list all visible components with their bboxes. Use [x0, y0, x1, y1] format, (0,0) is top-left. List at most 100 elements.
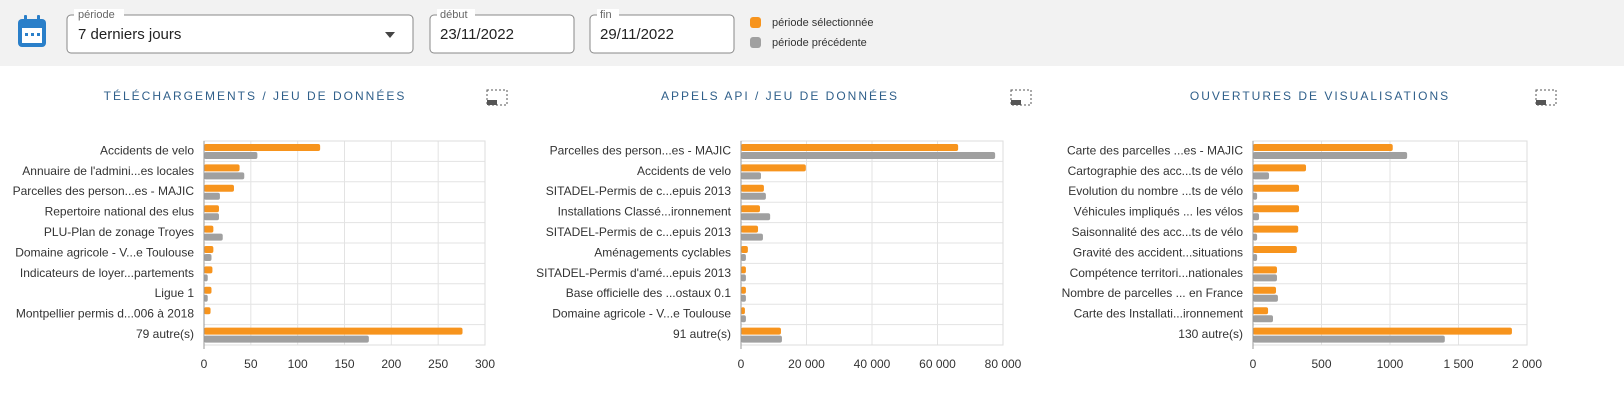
bar[interactable]	[1253, 164, 1307, 172]
bar[interactable]	[1253, 172, 1270, 180]
x-tick-label: 250	[428, 357, 448, 371]
bar[interactable]	[741, 254, 746, 261]
bar[interactable]	[204, 184, 234, 192]
start-value: 23/11/2022	[440, 26, 514, 43]
bar[interactable]	[741, 274, 746, 282]
x-tick-label: 1 500	[1443, 357, 1473, 371]
bar[interactable]	[741, 246, 748, 253]
bar[interactable]	[204, 307, 211, 315]
bar[interactable]	[1253, 335, 1445, 343]
bar[interactable]	[204, 274, 208, 282]
bar[interactable]	[1253, 274, 1277, 282]
y-tick-label: Evolution du nombre ...ts de vélo	[1068, 184, 1243, 198]
bar[interactable]	[204, 164, 240, 172]
x-tick-label: 1000	[1377, 357, 1404, 371]
expand-icon-bar	[487, 100, 497, 105]
bar[interactable]	[741, 233, 763, 241]
y-tick-label: Domaine agricole - V...e Toulouse	[15, 245, 194, 259]
bar[interactable]	[1253, 246, 1297, 253]
bar[interactable]	[204, 172, 245, 180]
bar[interactable]	[741, 164, 806, 172]
bar[interactable]	[1253, 205, 1300, 213]
x-tick-label: 200	[381, 357, 401, 371]
bar[interactable]	[204, 327, 463, 335]
y-tick-label: PLU-Plan de zonage Troyes	[44, 225, 194, 239]
bar[interactable]	[1253, 315, 1274, 323]
bar[interactable]	[1253, 294, 1278, 302]
x-tick-label: 0	[1250, 357, 1257, 371]
expand-icon-bar	[1011, 100, 1021, 105]
bar[interactable]	[1253, 144, 1393, 151]
bar[interactable]	[1253, 233, 1258, 241]
bar[interactable]	[741, 307, 745, 315]
bar[interactable]	[741, 205, 760, 213]
bar[interactable]	[204, 254, 212, 261]
y-tick-label: SITADEL-Permis d'amé...epuis 2013	[536, 266, 731, 280]
bar[interactable]	[204, 233, 223, 241]
x-tick-label: 60 000	[919, 357, 956, 371]
bar[interactable]	[741, 213, 771, 221]
bar[interactable]	[204, 335, 369, 343]
bar[interactable]	[1253, 192, 1258, 200]
bar[interactable]	[741, 152, 996, 159]
period-select[interactable]: période 7 derniers jours	[66, 9, 414, 54]
bar[interactable]	[1253, 254, 1258, 261]
bar[interactable]	[741, 172, 761, 180]
end-date[interactable]: fin 29/11/2022	[589, 9, 735, 54]
bar[interactable]	[204, 192, 220, 200]
bar[interactable]	[204, 266, 213, 274]
bar[interactable]	[741, 286, 746, 294]
bar[interactable]	[204, 213, 219, 221]
bar[interactable]	[741, 225, 759, 233]
bar[interactable]	[741, 294, 746, 302]
x-tick-label: 100	[288, 357, 308, 371]
bar[interactable]	[1253, 152, 1408, 159]
bar[interactable]	[741, 315, 746, 323]
bar[interactable]	[1253, 213, 1260, 221]
bar[interactable]	[204, 246, 214, 253]
bar[interactable]	[741, 184, 764, 192]
bar[interactable]	[741, 192, 766, 200]
bar[interactable]	[1253, 266, 1277, 274]
y-tick-label: Installations Classé...ironnement	[558, 205, 732, 219]
period-label: période	[78, 9, 115, 21]
y-tick-label: Gravité des accident...situations	[1073, 245, 1243, 259]
bar[interactable]	[204, 294, 208, 302]
x-tick-label: 20 000	[788, 357, 825, 371]
start-date[interactable]: début 23/11/2022	[429, 9, 575, 54]
x-tick-label: 500	[1311, 357, 1331, 371]
y-tick-label: Annuaire de l'admini...es locales	[22, 164, 194, 178]
y-tick-label: Véhicules impliqués ... les vélos	[1074, 205, 1243, 219]
bar[interactable]	[204, 225, 214, 233]
bar[interactable]	[1253, 307, 1269, 315]
x-tick-label: 150	[334, 357, 354, 371]
y-tick-label: Accidents de velo	[637, 164, 731, 178]
bar[interactable]	[204, 205, 219, 213]
y-tick-label: SITADEL-Permis de c...epuis 2013	[546, 225, 732, 239]
calendar-icon[interactable]	[18, 15, 46, 47]
x-tick-label: 80 000	[985, 357, 1022, 371]
bar[interactable]	[204, 144, 321, 151]
bar[interactable]	[204, 152, 258, 159]
y-tick-label: Parcelles des person...es - MAJIC	[13, 184, 195, 198]
bar[interactable]	[741, 144, 959, 151]
bar[interactable]	[204, 286, 212, 294]
bar[interactable]	[1253, 327, 1512, 335]
y-tick-label: Aménagements cyclables	[594, 245, 731, 259]
y-tick-label: 79 autre(s)	[136, 327, 194, 341]
bar[interactable]	[741, 327, 781, 335]
bar[interactable]	[741, 335, 782, 343]
y-tick-label: Parcelles des person...es - MAJIC	[550, 143, 732, 157]
bar[interactable]	[1253, 225, 1299, 233]
legend-label: période précédente	[772, 37, 867, 49]
y-tick-label: Nombre de parcelles ... en France	[1062, 286, 1244, 300]
y-tick-label: 91 autre(s)	[673, 327, 731, 341]
bar[interactable]	[741, 266, 746, 274]
y-tick-label: Montpellier permis d...006 à 2018	[16, 307, 194, 321]
y-tick-label: 130 autre(s)	[1178, 327, 1243, 341]
x-tick-label: 0	[738, 357, 745, 371]
y-tick-label: Indicateurs de loyer...partements	[20, 266, 194, 280]
bar[interactable]	[1253, 184, 1300, 192]
bar[interactable]	[1253, 286, 1277, 294]
